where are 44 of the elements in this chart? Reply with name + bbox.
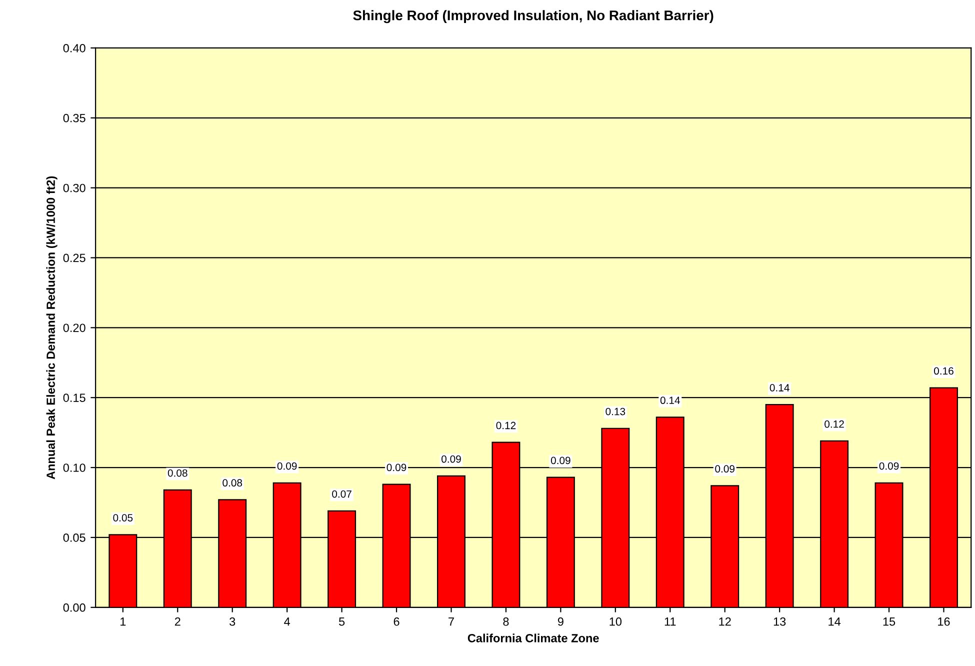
x-tick-label: 11 — [664, 618, 676, 626]
data-label: 0.08 — [168, 469, 188, 477]
x-tick-label: 3 — [230, 617, 236, 626]
y-tick-label: 0.25 — [63, 254, 86, 262]
data-label: 0.09 — [386, 464, 406, 472]
data-label: 0.05 — [113, 514, 133, 522]
x-tick-label: 1 — [120, 618, 126, 626]
data-label: 0.09 — [879, 462, 899, 470]
x-tick-label: 5 — [338, 618, 345, 626]
data-label: 0.09 — [715, 465, 734, 473]
y-tick-label: 0.10 — [63, 464, 86, 472]
data-label: 0.09 — [550, 456, 570, 464]
x-tick-label: 14 — [828, 618, 841, 626]
x-tick-label: 8 — [503, 617, 509, 626]
x-tick-label: 6 — [394, 617, 400, 626]
y-tick-label: 0.15 — [63, 394, 86, 402]
y-tick-label: 0.40 — [63, 44, 86, 52]
x-tick-label: 4 — [284, 618, 290, 626]
x-tick-label: 13 — [774, 617, 786, 626]
y-tick-label: 0.00 — [63, 603, 86, 612]
x-tick-label: 7 — [448, 618, 454, 626]
chart-title: Shingle Roof (Improved Insulation, No Radiant Barrier) — [353, 10, 714, 24]
x-tick-label: 12 — [719, 617, 731, 626]
data-label: 0.12 — [824, 420, 844, 428]
y-tick-label: 0.05 — [63, 533, 86, 542]
x-tick-label: 10 — [610, 617, 622, 626]
data-label: 0.16 — [934, 367, 954, 375]
data-label: 0.12 — [496, 422, 516, 430]
data-label: 0.14 — [770, 384, 790, 392]
y-tick-label: 0.30 — [63, 184, 86, 192]
data-label: 0.09 — [277, 462, 297, 470]
data-label: 0.08 — [222, 479, 242, 487]
x-tick-label: 2 — [174, 617, 180, 626]
x-tick-label: 15 — [883, 618, 896, 626]
x-tick-label: 9 — [558, 617, 564, 626]
data-label: 0.13 — [606, 408, 626, 416]
y-tick-label: 0.35 — [63, 114, 86, 122]
data-label: 0.09 — [442, 455, 461, 463]
data-label: 0.07 — [332, 490, 352, 498]
y-axis-title: Annual Peak Electric Demand Reduction (kW/1000 ft2) — [46, 176, 58, 480]
x-axis-title: California Climate Zone — [468, 634, 599, 642]
data-label: 0.14 — [660, 396, 680, 404]
y-tick-label: 0.20 — [63, 324, 86, 332]
x-tick-label: 16 — [938, 617, 950, 626]
